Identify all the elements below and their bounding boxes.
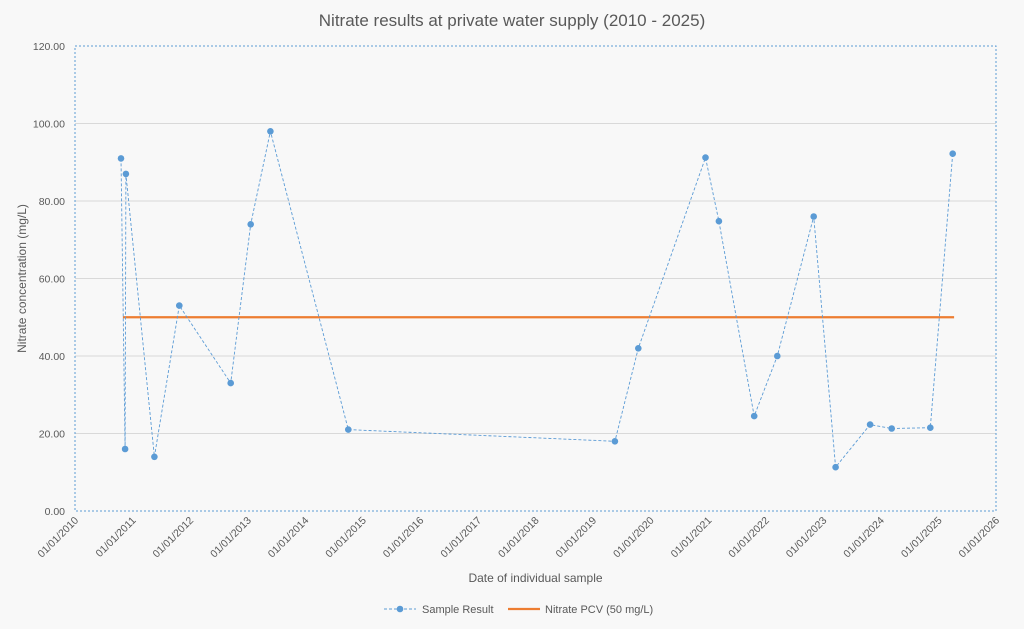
y-tick-label: 120.00	[33, 41, 65, 53]
sample-result-point	[247, 221, 254, 228]
sample-result-point	[888, 425, 895, 432]
sample-result-point	[635, 345, 642, 352]
chart-title: Nitrate results at private water supply …	[319, 11, 705, 30]
y-tick-label: 100.00	[33, 119, 65, 131]
x-tick-label: 01/01/2012	[151, 515, 197, 561]
x-tick-label: 01/01/2020	[611, 515, 657, 561]
sample-result-point	[267, 128, 274, 135]
x-tick-label: 01/01/2024	[841, 515, 887, 561]
sample-result-point	[345, 426, 352, 433]
y-axis-label: Nitrate concentration (mg/L)	[15, 204, 29, 353]
x-tick-label: 01/01/2010	[35, 515, 81, 561]
sample-result-point	[117, 155, 125, 162]
x-tick-label: 01/01/2019	[553, 515, 599, 561]
x-axis-label: Date of individual sample	[468, 571, 602, 585]
x-tick-label: 01/01/2021	[669, 515, 715, 561]
sample-result-point	[715, 217, 723, 225]
x-tick-label: 01/01/2013	[208, 515, 254, 561]
y-tick-label: 60.00	[39, 274, 65, 286]
x-tick-label: 01/01/2026	[956, 515, 1002, 561]
x-tick-label: 01/01/2025	[899, 515, 945, 561]
x-tick-label: 01/01/2018	[496, 515, 542, 561]
x-tick-label: 01/01/2015	[323, 515, 369, 561]
y-tick-label: 40.00	[39, 351, 65, 363]
sample-result-point	[810, 213, 817, 220]
sample-result-point	[927, 424, 934, 432]
sample-result-point	[121, 445, 129, 453]
x-tick-label: 01/01/2023	[784, 515, 830, 561]
y-tick-label: 0.00	[45, 506, 66, 518]
x-tick-label: 01/01/2016	[381, 515, 427, 561]
y-tick-label: 80.00	[39, 196, 65, 208]
x-tick-label: 01/01/2011	[94, 515, 139, 560]
sample-result-point	[949, 150, 956, 157]
sample-result-point	[151, 453, 158, 461]
plot-area-border	[74, 45, 997, 512]
sample-result-line	[120, 131, 954, 469]
sample-result-point	[866, 421, 874, 428]
x-tick-label: 01/01/2017	[438, 515, 484, 561]
gridlines	[75, 123, 996, 434]
sample-result-point	[832, 463, 839, 471]
x-axis-ticks: 01/01/2010 01/01/2011 01/01/2012 01/01/2013…	[35, 515, 1002, 561]
sample-result-point	[227, 379, 234, 387]
sample-result-point	[176, 302, 183, 309]
sample-result-point	[750, 412, 758, 420]
legend-marker-sample-result	[396, 605, 404, 613]
x-tick-label: 01/01/2022	[726, 515, 772, 561]
sample-result-point	[774, 352, 781, 360]
legend-label-sample-result: Sample Result	[422, 604, 494, 616]
legend-label-pcv: Nitrate PCV (50 mg/L)	[545, 604, 653, 616]
y-axis-ticks: 0.00 20.00 40.00 60.00 80.00 100.00 120.00	[33, 41, 65, 518]
series-layer	[117, 128, 956, 471]
y-tick-label: 20.00	[39, 429, 65, 441]
sample-result-point	[611, 438, 619, 445]
sample-result-point	[122, 170, 130, 178]
sample-result-point	[702, 154, 709, 161]
x-tick-label: 01/01/2014	[266, 515, 312, 561]
legend: Sample Result Nitrate PCV (50 mg/L)	[384, 604, 653, 616]
